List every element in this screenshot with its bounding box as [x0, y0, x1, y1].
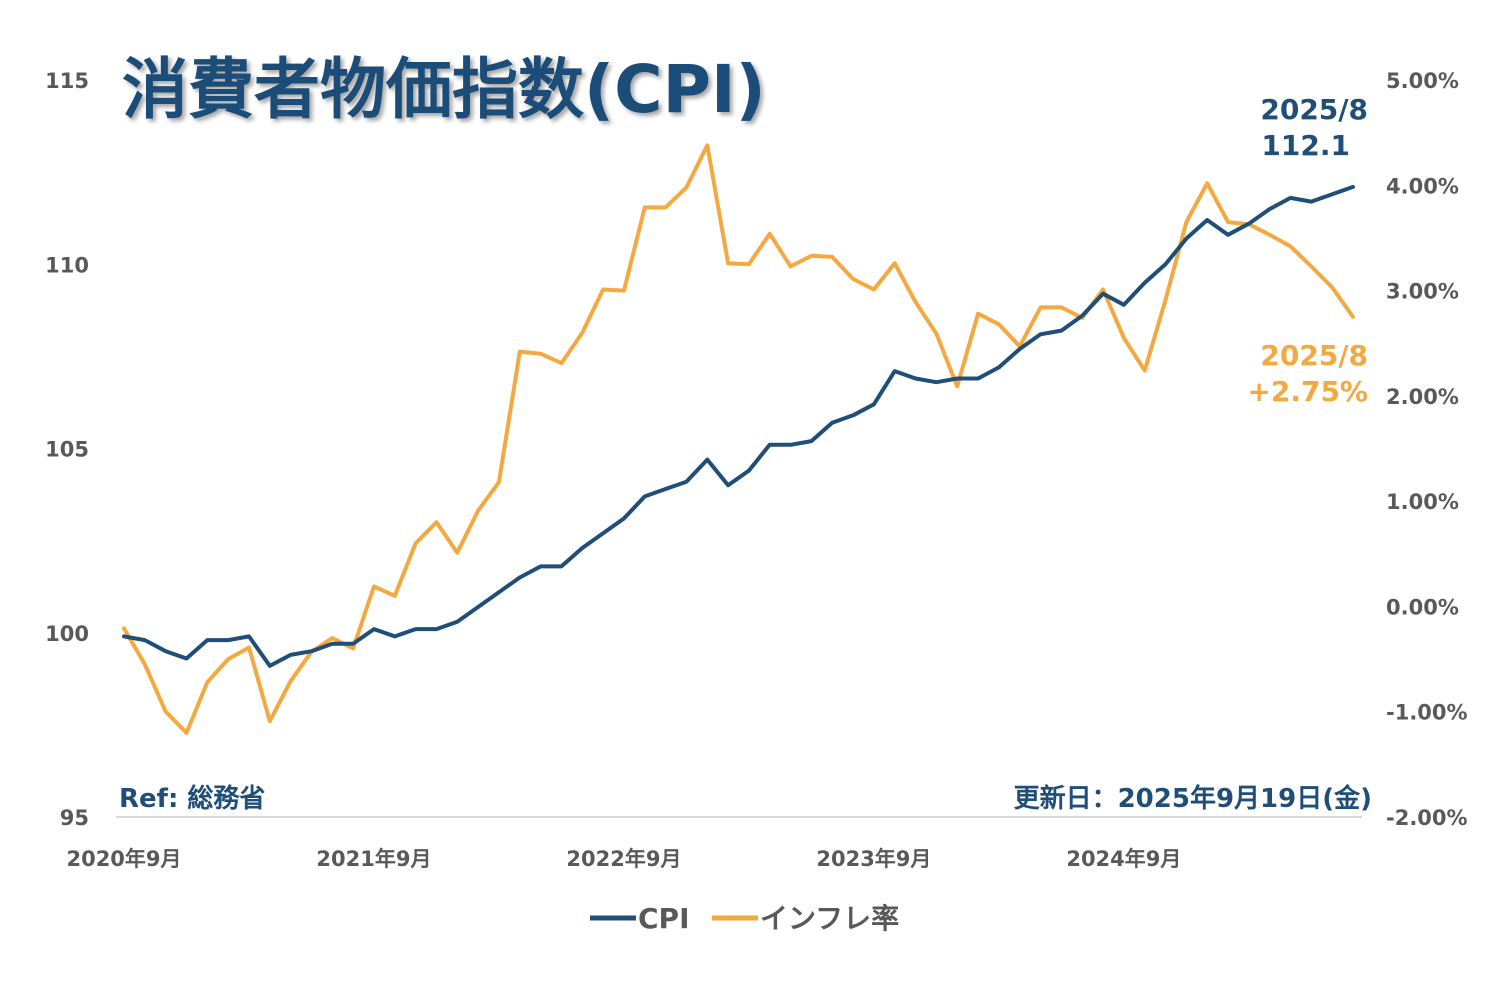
x-tick-label: 2024年9月 [1066, 847, 1181, 871]
y-right-tick-label: 2.00% [1386, 385, 1459, 409]
inflation-annotation-value: +2.75% [1247, 375, 1368, 408]
y-right-tick-label: -1.00% [1386, 701, 1468, 725]
y-right-tick-label: 3.00% [1386, 280, 1459, 304]
y-right-tick-label: 0.00% [1386, 595, 1459, 619]
updated-date: 更新日：2025年9月19日(金) [1014, 783, 1372, 814]
y-left-tick-label: 100 [45, 622, 89, 646]
inflation-annotation-date: 2025/8 [1260, 339, 1368, 372]
y-left-tick-label: 95 [60, 806, 89, 830]
cpi-annotation-value: 112.1 [1261, 129, 1350, 162]
y-right-tick-label: 4.00% [1386, 174, 1459, 198]
y-left-tick-label: 115 [45, 69, 89, 93]
x-tick-label: 2023年9月 [816, 847, 931, 871]
y-left-tick-label: 105 [45, 438, 89, 462]
cpi-annotation-date: 2025/8 [1260, 93, 1368, 126]
cpi-line [122, 184, 1355, 668]
legend: CPI インフレ率 [590, 902, 899, 935]
x-tick-label: 2020年9月 [66, 847, 181, 871]
y-left-tick-label: 110 [45, 253, 89, 277]
chart-title: 消費者物価指数(CPI) [122, 51, 766, 128]
source-note: Ref: 総務省 [119, 783, 265, 814]
inflation-line [122, 143, 1355, 735]
y-right-tick-label: 1.00% [1386, 490, 1459, 514]
y-right-tick-label: -2.00% [1386, 806, 1468, 830]
y-right-tick-label: 5.00% [1386, 69, 1459, 93]
legend-label-inflation: インフレ率 [760, 902, 899, 935]
x-tick-label: 2022年9月 [566, 847, 681, 871]
legend-label-cpi: CPI [638, 902, 690, 935]
x-tick-label: 2021年9月 [316, 847, 431, 871]
